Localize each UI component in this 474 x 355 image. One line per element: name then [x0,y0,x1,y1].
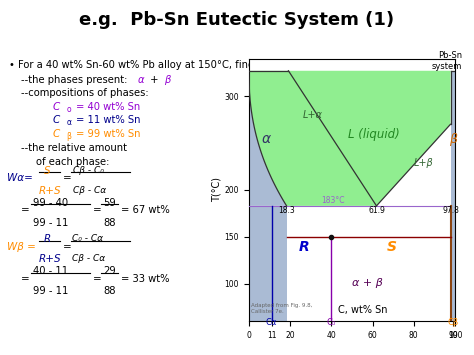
Text: 18.3: 18.3 [278,206,295,215]
Text: β: β [164,75,170,85]
Text: C: C [52,129,59,139]
Text: C₀ - Cα: C₀ - Cα [72,234,103,244]
Text: --compositions of phases:: --compositions of phases: [21,88,149,98]
Text: Adapted from Fig. 9.8,
Callister 7e.: Adapted from Fig. 9.8, Callister 7e. [251,303,312,314]
Text: Wβ =: Wβ = [7,242,36,252]
Text: 99 - 11: 99 - 11 [33,218,69,228]
Text: Cβ - Cα: Cβ - Cα [73,186,107,195]
Text: β: β [449,133,457,146]
Text: C: C [52,102,59,111]
Text: C: C [52,115,59,125]
Text: R: R [44,234,51,244]
Text: S: S [387,240,397,254]
Text: 40 - 11: 40 - 11 [33,267,68,277]
Polygon shape [249,206,287,321]
Text: α + β: α + β [352,278,383,288]
Text: L+α: L+α [302,110,322,120]
Polygon shape [249,71,450,206]
Text: 61.9: 61.9 [368,206,385,215]
Text: --the phases present:: --the phases present: [21,75,131,85]
Polygon shape [249,71,289,206]
Text: C₀: C₀ [327,318,336,327]
Text: Pb-Sn
system: Pb-Sn system [432,51,462,71]
Text: 99 - 40: 99 - 40 [33,198,68,208]
Text: = 33 wt%: = 33 wt% [121,274,169,284]
Text: R: R [298,240,309,254]
Text: L+β: L+β [414,158,434,169]
Text: C, wt% Sn: C, wt% Sn [337,305,387,315]
Text: =: = [92,206,101,215]
Text: 97.8: 97.8 [442,206,459,215]
Text: = 11 wt% Sn: = 11 wt% Sn [76,115,140,125]
Text: --the relative amount: --the relative amount [21,143,128,153]
Text: =: = [63,242,72,252]
Y-axis label: T(°C): T(°C) [212,178,222,202]
Text: 99 - 11: 99 - 11 [33,286,69,296]
Text: o: o [66,105,71,114]
Text: =: = [63,173,72,183]
Polygon shape [450,206,455,321]
Text: 59: 59 [103,198,116,208]
Text: Cβ - C₀: Cβ - C₀ [73,166,104,175]
Text: α: α [261,132,270,146]
Text: =: = [21,206,30,215]
Text: L (liquid): L (liquid) [348,128,400,141]
Text: Cβ: Cβ [447,318,459,327]
Text: 183°C: 183°C [321,196,345,205]
Text: = 67 wt%: = 67 wt% [121,206,170,215]
Text: = 40 wt% Sn: = 40 wt% Sn [76,102,140,111]
Text: R+S: R+S [39,186,62,196]
Text: Cβ - Cα: Cβ - Cα [72,254,105,263]
Text: α: α [137,75,144,85]
Text: R+S: R+S [39,254,62,264]
Polygon shape [450,71,455,206]
Text: Wα=: Wα= [7,173,33,183]
Text: Cα: Cα [266,318,277,327]
Text: +: + [147,75,162,85]
Text: 29: 29 [103,267,116,277]
Text: β: β [66,132,71,141]
Text: α: α [66,118,72,127]
Text: of each phase:: of each phase: [36,157,109,166]
Text: S: S [44,166,50,176]
Text: =: = [21,274,30,284]
Text: = 99 wt% Sn: = 99 wt% Sn [76,129,140,139]
Text: 88: 88 [103,286,116,296]
Text: • For a 40 wt% Sn-60 wt% Pb alloy at 150°C, find...: • For a 40 wt% Sn-60 wt% Pb alloy at 150… [9,60,264,70]
Text: 88: 88 [103,218,116,228]
Text: =: = [92,274,101,284]
Text: e.g.  Pb-Sn Eutectic System (1): e.g. Pb-Sn Eutectic System (1) [80,11,394,29]
